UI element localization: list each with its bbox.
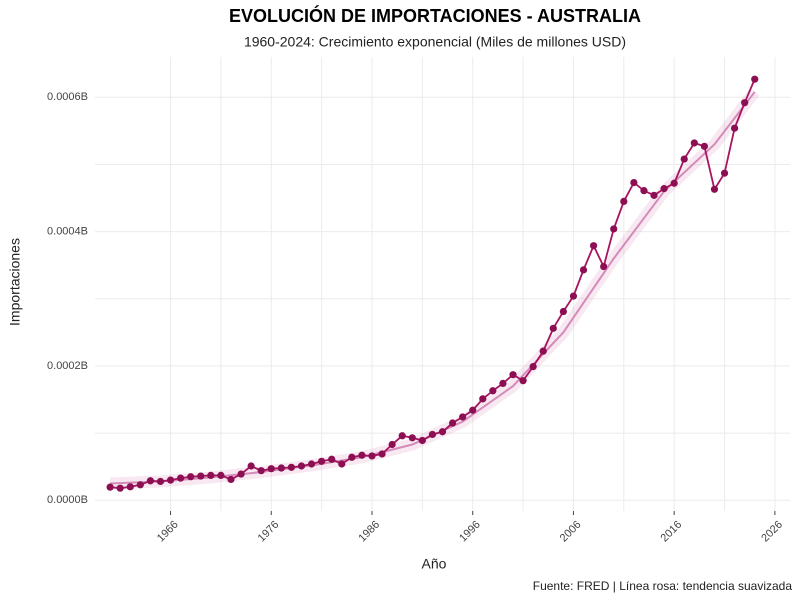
- x-axis-title: Año: [422, 556, 447, 572]
- trend-line: [110, 91, 756, 485]
- chart-subtitle: 1960-2024: Crecimiento exponencial (Mile…: [244, 34, 626, 50]
- data-point: [227, 475, 235, 484]
- y-axis-title: Importaciones: [7, 238, 23, 326]
- data-point: [126, 483, 134, 491]
- chart-title: EVOLUCIÓN DE IMPORTACIONES - AUSTRALIA: [229, 5, 641, 26]
- data-point: [489, 387, 497, 395]
- y-tick-label: 0.0004B: [47, 226, 88, 238]
- data-point: [348, 453, 356, 461]
- series-line: [110, 78, 756, 490]
- data-point: [549, 324, 557, 332]
- x-tick-label: 1996: [457, 519, 483, 545]
- data-point: [741, 99, 749, 107]
- data-point: [640, 187, 648, 195]
- y-tick-label: 0.0006B: [47, 91, 88, 103]
- data-point: [408, 434, 416, 442]
- data-point: [589, 242, 598, 250]
- data-point: [670, 179, 678, 187]
- x-tick-label: 2016: [659, 519, 685, 545]
- data-point: [579, 266, 588, 274]
- data-point: [378, 450, 386, 458]
- data-point: [720, 169, 729, 177]
- data-point: [731, 124, 739, 132]
- data-point: [207, 471, 215, 480]
- data-point: [499, 379, 507, 387]
- data-point: [247, 462, 255, 470]
- data-point: [307, 460, 316, 468]
- data-point: [328, 455, 336, 463]
- y-tick-label: 0.0002B: [47, 360, 88, 372]
- data-point: [318, 457, 326, 465]
- data-point: [257, 467, 265, 475]
- data-point: [650, 191, 658, 199]
- data-point: [187, 473, 195, 481]
- data-point: [680, 155, 688, 163]
- data-point: [620, 197, 628, 205]
- trend-band: [109, 88, 760, 490]
- data-point: [166, 476, 175, 484]
- data-point: [479, 395, 487, 403]
- data-point: [428, 430, 437, 439]
- data-point: [146, 477, 154, 485]
- y-tick-label: 0.0000B: [47, 494, 88, 506]
- data-point: [136, 481, 144, 489]
- data-point: [569, 292, 578, 300]
- data-point: [267, 465, 275, 473]
- x-tick-label: 2026: [759, 519, 785, 545]
- data-point: [358, 451, 366, 459]
- data-point: [106, 483, 114, 491]
- data-point: [700, 142, 708, 150]
- data-point: [368, 452, 376, 460]
- data-point: [388, 440, 396, 449]
- data-point: [297, 462, 306, 470]
- x-tick-label: 2006: [558, 519, 584, 545]
- data-point: [559, 307, 567, 316]
- data-point: [116, 484, 124, 492]
- data-point: [338, 460, 346, 468]
- data-point: [690, 139, 698, 147]
- data-point: [660, 185, 668, 193]
- data-point: [287, 463, 296, 471]
- data-point: [539, 347, 547, 355]
- data-point: [630, 178, 638, 187]
- data-point: [600, 262, 608, 271]
- data-point: [398, 432, 406, 440]
- data-point: [519, 377, 527, 385]
- x-tick-label: 1976: [256, 519, 282, 545]
- data-point: [610, 225, 618, 233]
- data-point: [751, 75, 759, 83]
- data-point: [197, 472, 205, 480]
- data-point: [710, 185, 719, 193]
- data-point: [459, 413, 467, 421]
- data-point: [156, 477, 165, 486]
- x-tick-label: 1986: [356, 519, 382, 545]
- caption: Fuente: FRED | Línea rosa: tendencia sua…: [533, 579, 793, 593]
- data-point: [177, 474, 185, 482]
- x-tick-label: 1966: [155, 519, 181, 545]
- data-point: [438, 428, 447, 436]
- data-point: [509, 371, 517, 379]
- data-point: [469, 406, 477, 414]
- data-point: [448, 419, 457, 427]
- data-point: [237, 470, 245, 478]
- data-point: [529, 363, 537, 371]
- data-point: [277, 464, 285, 472]
- data-point: [217, 471, 225, 480]
- data-point: [418, 436, 426, 445]
